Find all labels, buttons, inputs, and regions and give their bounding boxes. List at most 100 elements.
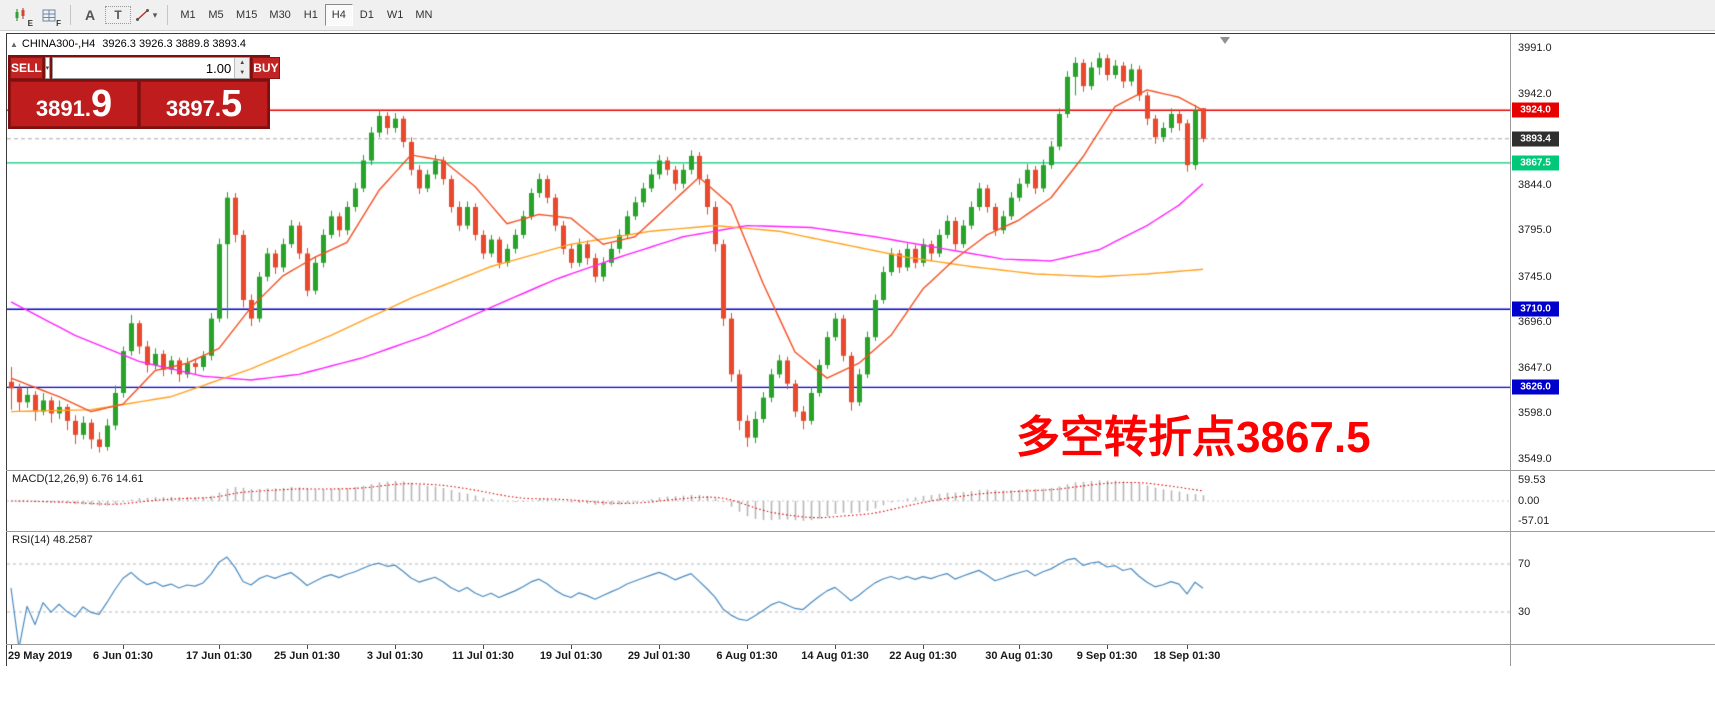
candlestick-glyph xyxy=(15,8,25,21)
rsi-label: RSI(14) 48.2587 xyxy=(12,534,93,546)
macd-pane-divider[interactable] xyxy=(6,470,1715,471)
rsi-axis-tick: 70 xyxy=(1518,558,1531,570)
timeframe-mn-button[interactable]: MN xyxy=(409,4,438,26)
macd-label: MACD(12,26,9) 6.76 14.61 xyxy=(12,473,144,485)
support-line-badge: 3626.0 xyxy=(1512,379,1559,395)
timeframe-d1-button[interactable]: D1 xyxy=(353,4,381,26)
caret-down-icon[interactable]: ▾ xyxy=(152,9,158,20)
date-axis-tick xyxy=(747,645,748,649)
date-axis-label[interactable]: 6 Aug 01:30 xyxy=(716,650,778,662)
spin-up-icon[interactable]: ▲ xyxy=(235,58,250,68)
price-axis-tick: 3696.0 xyxy=(1518,316,1552,329)
date-axis-tick xyxy=(659,645,660,649)
one-click-toggle-icon[interactable]: ▲ xyxy=(10,40,18,49)
trade-panel-price-row: 3891. 9 3897. 5 xyxy=(10,81,268,127)
date-axis-tick xyxy=(835,645,836,649)
icon-sub-label: F xyxy=(56,19,61,28)
price-axis-tick: 3942.0 xyxy=(1518,87,1552,100)
date-axis-label[interactable]: 22 Aug 01:30 xyxy=(889,650,957,662)
volume-field: ▲ ▼ xyxy=(52,57,251,79)
volume-spinner: ▲ ▼ xyxy=(234,58,250,78)
date-axis-tick xyxy=(483,645,484,649)
macd-axis-tick: -57.01 xyxy=(1518,514,1550,527)
price-axis-separator[interactable] xyxy=(1510,34,1511,666)
price-axis-tick: 3795.0 xyxy=(1518,224,1552,237)
date-axis-label[interactable]: 17 Jun 01:30 xyxy=(185,650,253,662)
macd-axis-tick: 59.53 xyxy=(1518,474,1546,487)
date-axis-tick xyxy=(395,645,396,649)
macd-indicator-canvas[interactable] xyxy=(7,471,1510,531)
ask-pip-digit: 5 xyxy=(220,83,243,125)
rsi-axis-tick: 30 xyxy=(1518,606,1531,618)
date-axis-label[interactable]: 30 Aug 01:30 xyxy=(985,650,1053,662)
resistance-line-badge: 3924.0 xyxy=(1512,102,1559,118)
price-axis-tick: 3598.0 xyxy=(1518,407,1552,420)
timeframe-h1-button[interactable]: H1 xyxy=(297,4,325,26)
date-axis-label[interactable]: 6 Jun 01:30 xyxy=(93,650,153,662)
date-axis-tick xyxy=(571,645,572,649)
date-axis-label[interactable]: 3 Jul 01:30 xyxy=(366,650,424,662)
timeframe-m15-button[interactable]: M15 xyxy=(230,4,263,26)
date-axis-tick xyxy=(11,645,12,649)
volume-input[interactable] xyxy=(53,59,235,77)
drawing-tools-icon[interactable]: ▾ xyxy=(133,3,159,27)
one-click-trading-panel: SELL ▾ ▲ ▼ BUY 3891.9 3897.5 xyxy=(8,55,280,129)
date-axis-tick xyxy=(1187,645,1188,649)
trade-panel-top-row: SELL ▾ ▲ ▼ BUY xyxy=(10,57,280,79)
ask-price[interactable]: 3897. 5 xyxy=(140,81,268,127)
price-axis-tick: 3647.0 xyxy=(1518,361,1552,374)
ask-main-digits: 3897. xyxy=(165,96,221,121)
chart-text-annotation[interactable]: 多空转折点3867.5 xyxy=(1016,413,1371,462)
price-axis-tick: 3745.0 xyxy=(1518,270,1552,283)
price-axis-tick: 3844.0 xyxy=(1518,178,1552,191)
candlestick-chart-icon[interactable]: E xyxy=(8,3,34,28)
sell-button[interactable]: SELL xyxy=(10,57,43,79)
symbol-header: ▲ CHINA300-,H4 3926.3 3926.3 3889.8 3893.4 xyxy=(10,38,246,50)
toolbar-separator xyxy=(70,5,71,25)
macd-axis-tick: 0.00 xyxy=(1518,495,1540,507)
date-axis-label[interactable]: 29 Jul 01:30 xyxy=(627,650,691,662)
date-axis-label[interactable]: 11 Jul 01:30 xyxy=(452,650,514,662)
symbol-title: CHINA300-,H4 xyxy=(21,38,96,50)
price-axis-tick: 3549.0 xyxy=(1518,453,1552,465)
chart-shift-marker-icon[interactable] xyxy=(1220,37,1230,44)
toolbar: E F A T ▾ M1 M5 M15 M30 H1 H4 xyxy=(0,0,1715,31)
date-axis-tick xyxy=(123,645,124,649)
pivot-line-badge: 3867.5 xyxy=(1512,155,1559,171)
buy-button[interactable]: BUY xyxy=(252,57,280,79)
bid-pip-digit: 9 xyxy=(90,83,113,125)
current-price-badge: 3893.4 xyxy=(1512,131,1559,147)
trendline-glyph xyxy=(135,9,149,21)
date-axis-label[interactable]: 18 Sep 01:30 xyxy=(1153,650,1221,662)
timeframe-w1-button[interactable]: W1 xyxy=(381,4,410,26)
date-axis-tick xyxy=(1107,645,1108,649)
date-axis-tick xyxy=(219,645,220,649)
chart-border-top xyxy=(6,33,1715,34)
price-axis-tick: 3991.0 xyxy=(1518,42,1552,54)
timeframe-m30-button[interactable]: M30 xyxy=(263,4,296,26)
bid-price[interactable]: 3891. 9 xyxy=(10,81,138,127)
date-axis-label[interactable]: 19 Jul 01:30 xyxy=(539,650,603,662)
timeframe-h4-button[interactable]: H4 xyxy=(324,4,353,26)
ohlc-values: 3926.3 3926.3 3889.8 3893.4 xyxy=(102,38,247,50)
date-axis-tick xyxy=(1019,645,1020,649)
grid-icon[interactable]: F xyxy=(36,3,62,28)
grid-glyph xyxy=(42,9,55,21)
spin-down-icon[interactable]: ▼ xyxy=(235,68,250,78)
rsi-indicator-canvas[interactable] xyxy=(7,532,1510,644)
text-label-t-icon[interactable]: T xyxy=(105,6,131,24)
toolbar-separator xyxy=(167,5,168,25)
timeframe-m1-button[interactable]: M1 xyxy=(174,4,202,26)
date-axis-label[interactable]: 29 May 2019 xyxy=(8,650,73,662)
date-axis-label[interactable]: 9 Sep 01:30 xyxy=(1076,650,1138,662)
rsi-pane-divider[interactable] xyxy=(6,531,1715,532)
timeframe-m5-button[interactable]: M5 xyxy=(202,4,230,26)
date-axis-label[interactable]: 25 Jun 01:30 xyxy=(273,650,341,662)
volume-dropdown-icon[interactable]: ▾ xyxy=(44,57,51,79)
text-label-a-icon[interactable]: A xyxy=(84,7,96,23)
time-axis-divider xyxy=(6,644,1715,645)
icon-sub-label: E xyxy=(27,19,33,28)
support-line-badge: 3710.0 xyxy=(1512,301,1559,317)
date-axis-label[interactable]: 14 Aug 01:30 xyxy=(801,650,869,662)
